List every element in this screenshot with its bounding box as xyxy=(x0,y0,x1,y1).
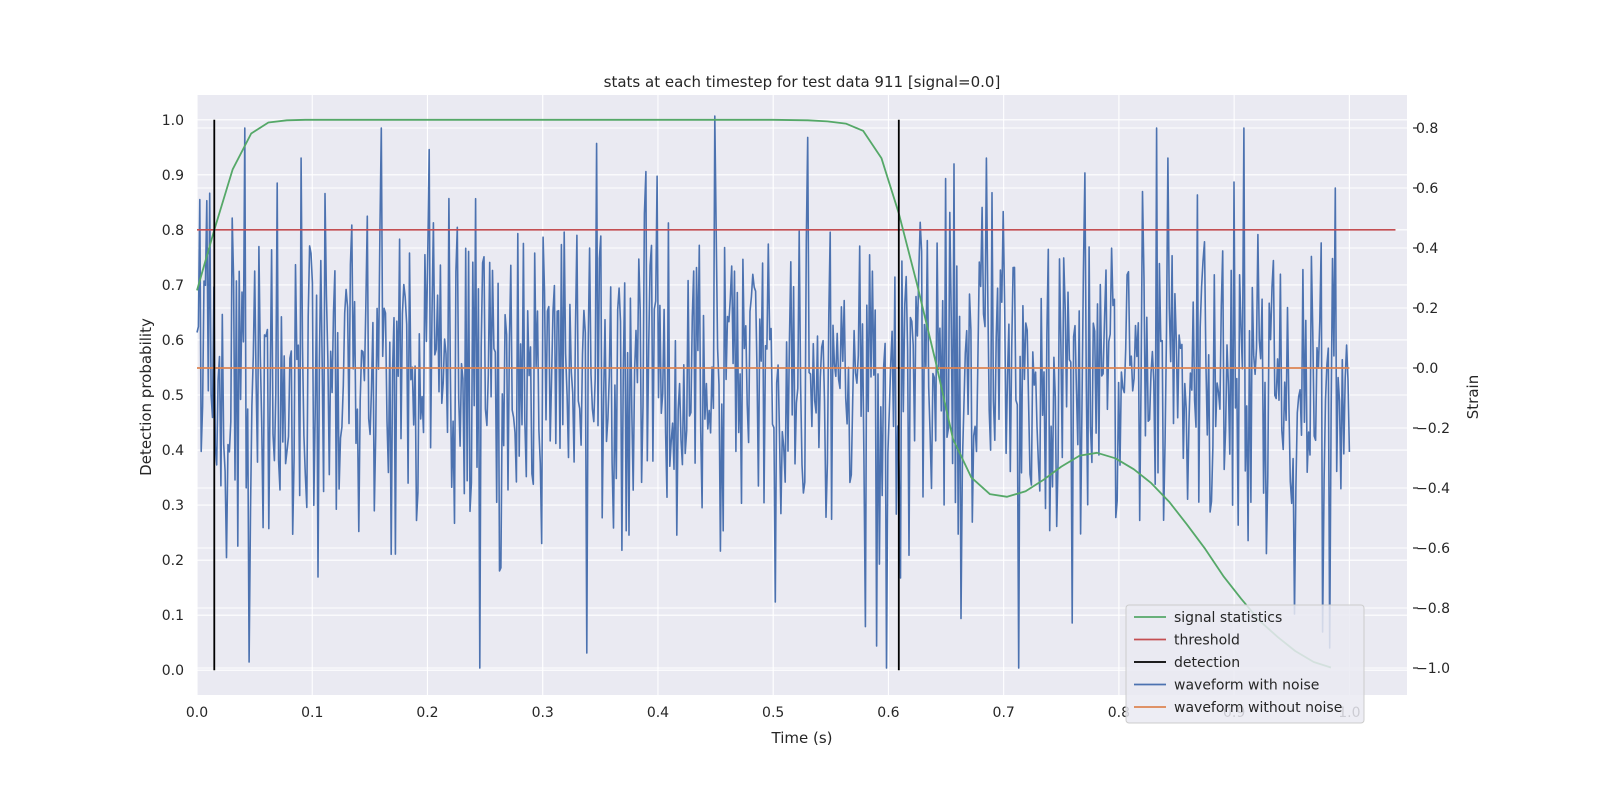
x-tick-label: 0.5 xyxy=(762,705,784,721)
y-axis-label: Detection probability xyxy=(137,318,155,476)
legend-label: threshold xyxy=(1174,633,1240,649)
legend-box xyxy=(1125,604,1365,724)
x-tick-label: 0.2 xyxy=(416,705,438,721)
chart-title: stats at each timestep for test data 911… xyxy=(604,73,1001,91)
x-axis-label: Time (s) xyxy=(771,729,833,747)
x-tick-label: 0.6 xyxy=(877,705,899,721)
x-tick-label: 0.0 xyxy=(186,705,208,721)
y-tick-label: 0.7 xyxy=(162,278,184,294)
y2-tick-label: 0.4 xyxy=(1416,241,1438,257)
y-tick-label: 0.4 xyxy=(162,443,184,459)
y2-tick-label: 0.0 xyxy=(1416,361,1438,377)
legend-label: detection xyxy=(1174,655,1240,671)
y-tick-label: 0.2 xyxy=(162,553,184,569)
y-tick-label: 0.9 xyxy=(162,168,184,184)
y2-tick-label: 0.6 xyxy=(1416,181,1438,197)
x-tick-label: 0.1 xyxy=(301,705,323,721)
legend: signal statistics threshold detection wavef… xyxy=(1125,604,1365,724)
y2-axis-label: Strain xyxy=(1464,375,1482,419)
series-waveform-with-noise xyxy=(196,115,1351,669)
y-axis-right: −1.0 −0.8 −0.6 −0.4 −0.2 0.0 0.2 0.4 0.6 0.8 xyxy=(1413,121,1450,677)
y2-tick-label: −0.2 xyxy=(1416,421,1450,437)
y-tick-label: 0.8 xyxy=(162,223,184,239)
x-tick-label: 0.3 xyxy=(532,705,554,721)
legend-label: waveform without noise xyxy=(1174,700,1342,716)
y2-tick-label: 0.8 xyxy=(1416,121,1438,137)
x-tick-label: 0.8 xyxy=(1108,705,1130,721)
y-tick-label: 0.3 xyxy=(162,498,184,514)
y2-tick-label: −0.8 xyxy=(1416,601,1450,617)
legend-label: signal statistics xyxy=(1174,610,1282,626)
legend-label: waveform with noise xyxy=(1174,678,1319,694)
y-tick-label: 0.5 xyxy=(162,388,184,404)
y-tick-label: 0.0 xyxy=(162,663,184,679)
y-tick-label: 0.6 xyxy=(162,333,184,349)
series-signal-statistics xyxy=(196,118,1332,669)
y-axis-left: 0.0 0.1 0.2 0.3 0.4 0.5 0.6 0.7 0.8 0.9 1.0 xyxy=(162,113,184,679)
x-tick-label: 0.4 xyxy=(647,705,669,721)
y2-tick-label: −1.0 xyxy=(1416,661,1450,677)
y2-tick-label: 0.2 xyxy=(1416,301,1438,317)
y-tick-label: 0.1 xyxy=(162,608,184,624)
chart-marks xyxy=(196,115,1396,671)
y2-tick-label: −0.4 xyxy=(1416,481,1450,497)
y-tick-label: 1.0 xyxy=(162,113,184,129)
y2-tick-label: −0.6 xyxy=(1416,541,1450,557)
x-tick-label: 0.7 xyxy=(993,705,1015,721)
